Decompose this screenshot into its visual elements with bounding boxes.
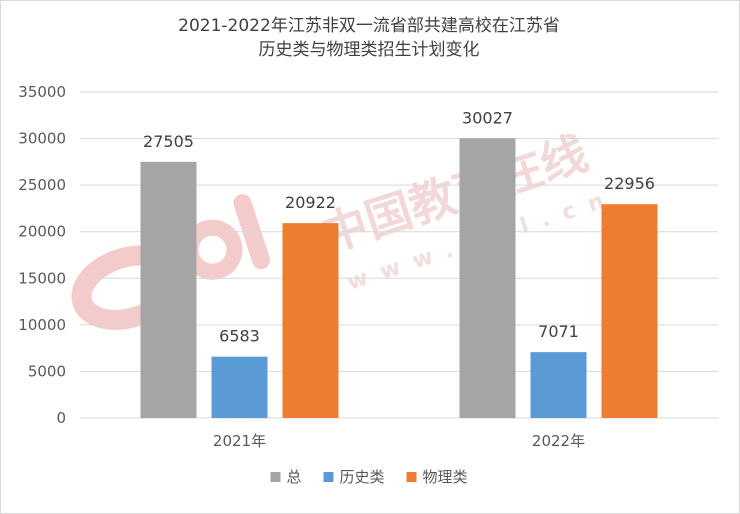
data-label: 20922 — [285, 193, 336, 212]
y-tick-label: 20000 — [18, 223, 66, 241]
y-tick-label: 35000 — [18, 83, 66, 101]
x-tick-label: 2022年 — [532, 432, 585, 450]
y-tick-label: 5000 — [28, 362, 66, 380]
legend: 总 历史类 物理类 — [270, 468, 468, 486]
y-tick-label: 15000 — [18, 269, 66, 287]
chart-title-line2: 历史类与物理类招生计划变化 — [258, 40, 480, 60]
y-tick-label: 0 — [56, 409, 66, 427]
x-tick-label: 2021年 — [213, 432, 266, 450]
data-label: 7071 — [538, 322, 579, 341]
bar — [211, 356, 268, 418]
data-label: 22956 — [604, 174, 655, 193]
legend-swatch — [323, 472, 334, 482]
data-label: 27505 — [143, 132, 194, 151]
y-tick-label: 10000 — [18, 316, 66, 334]
legend-label: 历史类 — [340, 468, 385, 486]
bar — [530, 352, 587, 418]
legend-label: 物理类 — [423, 468, 468, 486]
chart-title-line1: 2021-2022年江苏非双一流省部共建高校在江苏省 — [178, 16, 560, 36]
bar — [459, 138, 516, 418]
legend-label: 总 — [287, 468, 302, 486]
bar — [140, 161, 197, 418]
data-label: 6583 — [219, 327, 260, 346]
x-axis: 2021年 2022年 — [213, 432, 585, 450]
legend-swatch — [270, 472, 281, 482]
bar — [282, 223, 339, 418]
y-tick-label: 25000 — [18, 176, 66, 194]
data-label: 30027 — [462, 108, 513, 127]
chart-title: 2021-2022年江苏非双一流省部共建高校在江苏省 历史类与物理类招生计划变化 — [0, 14, 738, 62]
legend-swatch — [406, 472, 417, 482]
bar — [601, 204, 658, 418]
y-tick-label: 30000 — [18, 130, 66, 148]
y-axis: 0 5000 10000 15000 20000 25000 30000 35000 — [18, 83, 66, 427]
data-labels: 27505 6583 20922 30027 7071 22956 — [143, 108, 655, 345]
bars — [140, 138, 658, 418]
